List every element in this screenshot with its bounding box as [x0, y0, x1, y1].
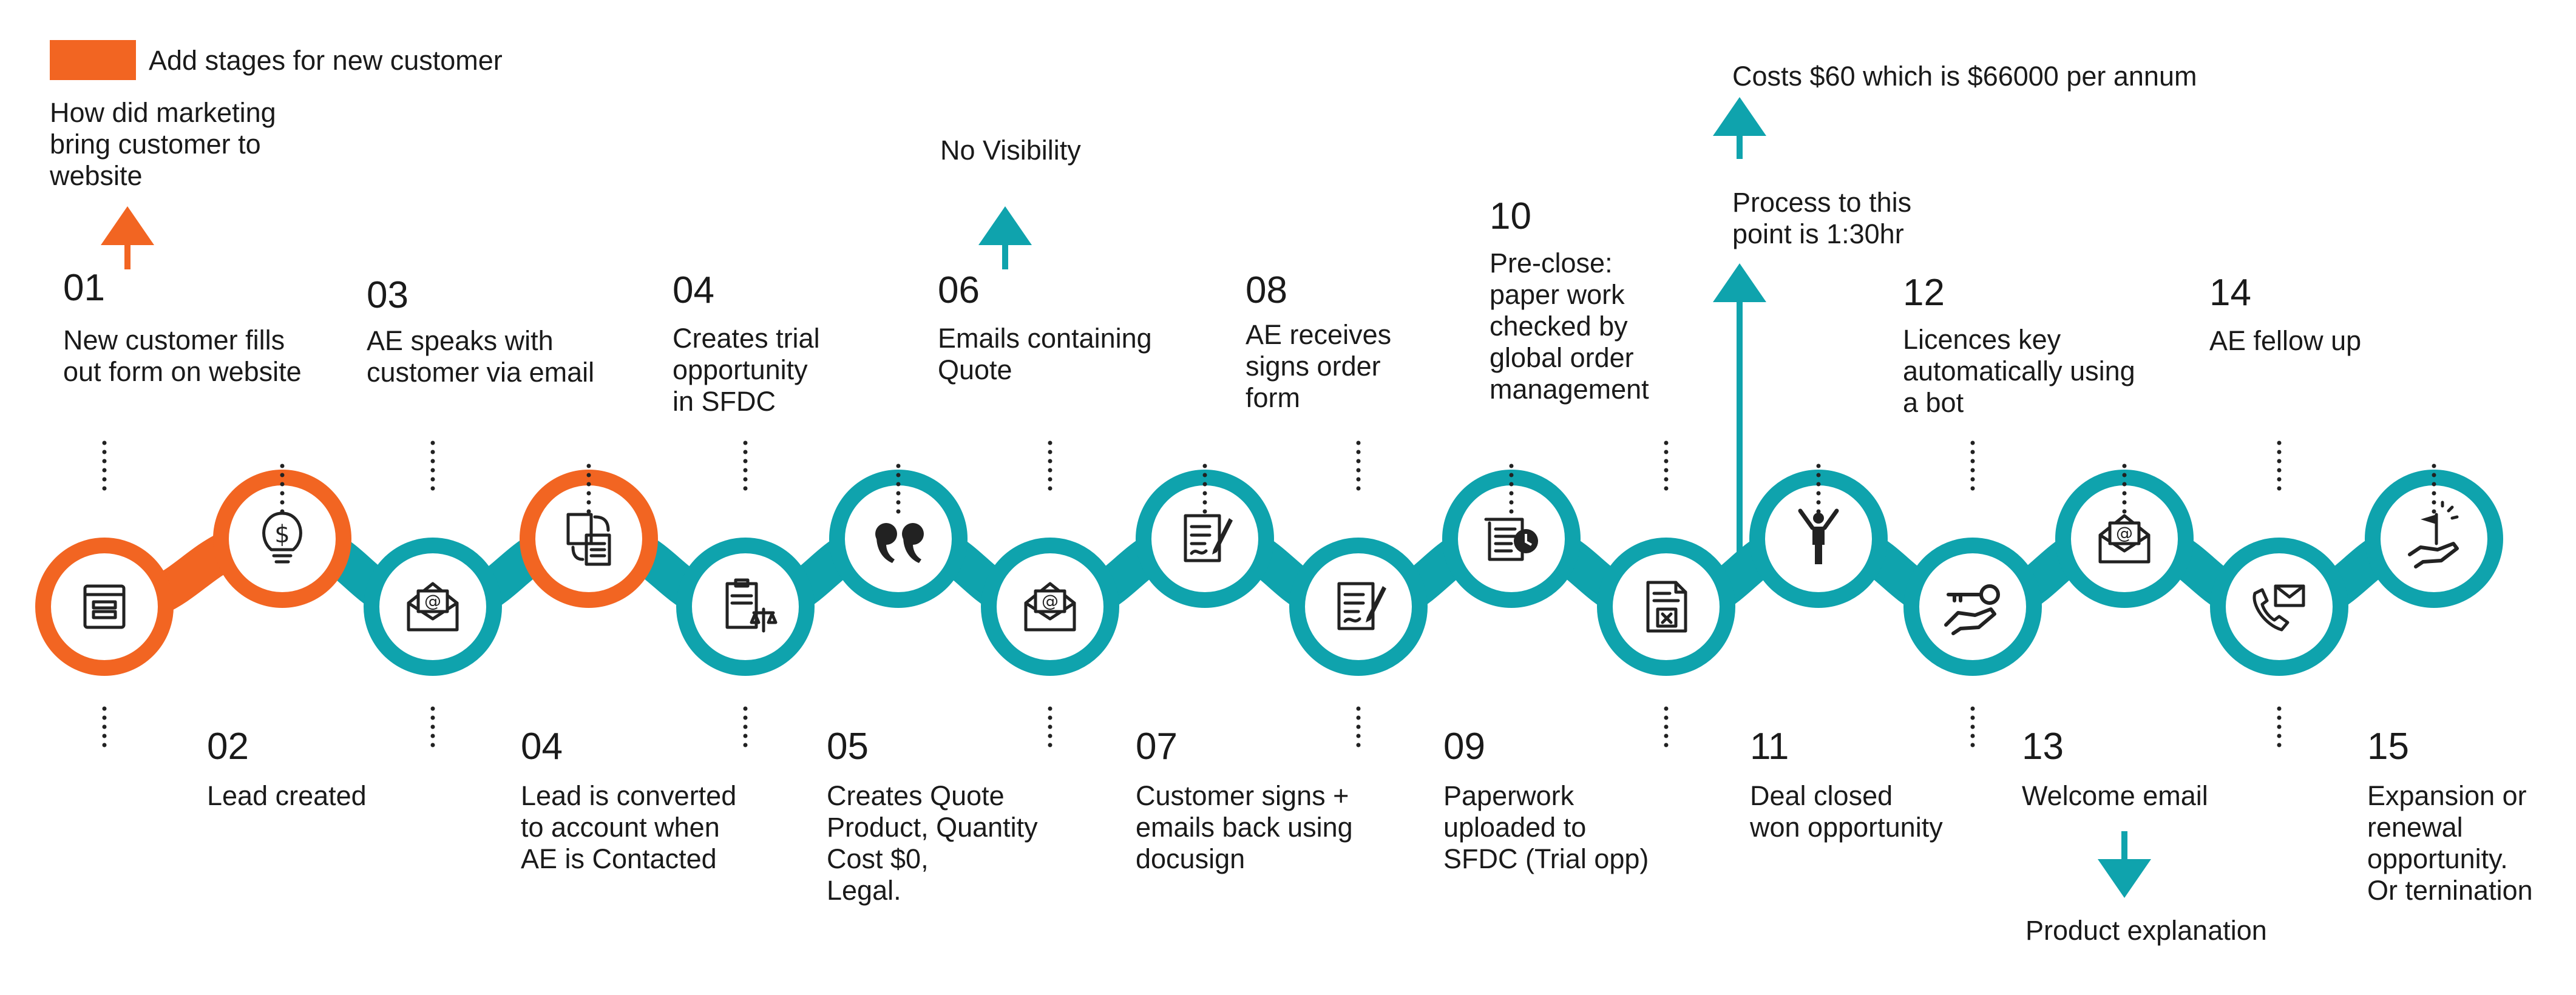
stage-number: 06 [938, 269, 980, 311]
legend-label: Add stages for new customer [149, 45, 503, 76]
annotation-no-visibility: No Visibility [940, 135, 1081, 166]
stage-description: Customer signs + emails back using docus… [1136, 780, 1353, 874]
stage-description: Emails containing Quote [938, 323, 1152, 385]
stage-description: Creates trial opportunity in SFDC [673, 323, 820, 417]
stage-number: 02 [207, 726, 249, 767]
stage-number: 12 [1903, 272, 1945, 314]
annotation-marketing: How did marketing bring customer to webs… [50, 97, 276, 191]
stage-node-6 [829, 470, 968, 608]
email-icon: @ [1024, 582, 1076, 632]
stage-number: 13 [2022, 726, 2064, 767]
stage-description: Lead created [207, 780, 367, 811]
stage-node-10 [1442, 470, 1581, 608]
stage-description: Creates Quote Product, Quantity Cost $0,… [827, 780, 1038, 906]
web-form-icon [83, 584, 126, 629]
process-time-arrow-up-icon [1713, 263, 1766, 565]
stage-node-9 [1289, 538, 1428, 676]
stage-node-13 [1903, 538, 2042, 676]
stage-node-16 [2365, 470, 2503, 608]
stage-description: Licences key automatically using a bot [1903, 324, 2135, 418]
stage-number: 11 [1750, 726, 1789, 767]
stage-description: Pre-close: paper work checked by global … [1490, 248, 1649, 405]
stage-description: AE receives signs order form [1246, 319, 1392, 413]
stage-number: 04 [673, 269, 714, 311]
legend-swatch [50, 40, 136, 80]
stage-number: 03 [367, 274, 408, 316]
email-icon: @ [2098, 514, 2151, 564]
annotation-process-time: Process to this point is 1:30hr [1732, 187, 1912, 249]
scroll-clock-icon [1484, 518, 1538, 561]
annotation-product-explanation: Product explanation [2025, 915, 2267, 946]
no-visibility-arrow-up-icon [978, 206, 1032, 269]
email-icon: @ [407, 582, 459, 632]
stage-number: 08 [1246, 269, 1287, 311]
stage-number: 07 [1136, 726, 1178, 767]
stage-description: Lead is converted to account when AE is … [521, 780, 737, 874]
stage-node-5 [676, 538, 815, 676]
svg-text:@: @ [2116, 523, 2133, 543]
stage-number: 09 [1443, 726, 1485, 767]
marketing-arrow-up-icon [101, 206, 154, 269]
product-explanation-arrow-down-icon [2098, 831, 2151, 898]
stage-description: Paperwork uploaded to SFDC (Trial opp) [1443, 780, 1649, 874]
stage-node-8 [1136, 470, 1274, 608]
stage-description: Deal closed won opportunity [1750, 780, 1943, 843]
sign-document-icon [1184, 514, 1233, 562]
clipboard-scales-icon [725, 578, 778, 633]
svg-text:@: @ [424, 591, 441, 611]
stage-description: Expansion or renewal opportunity. Or ter… [2367, 780, 2533, 906]
stage-node-4 [520, 470, 658, 608]
svg-text:@: @ [1042, 591, 1059, 611]
stage-number: 01 [63, 267, 105, 309]
stage-number: 05 [827, 726, 869, 767]
celebrating-person-icon [1798, 508, 1839, 564]
stage-number: 14 [2209, 272, 2251, 314]
stage-node-2 [213, 470, 351, 608]
stage-node-11 [1597, 538, 1735, 676]
stage-description: New customer fills out form on website [63, 325, 302, 387]
stage-description: AE speaks with customer via email [367, 325, 595, 388]
phone-email-icon [2252, 584, 2305, 632]
file-upload-icon [1646, 581, 1687, 633]
document-exchange-icon [566, 513, 611, 566]
stage-description: AE fellow up [2209, 325, 2362, 356]
stage-number: 15 [2367, 726, 2409, 767]
annotation-costs: Costs $60 which is $66000 per annum [1732, 61, 2197, 92]
stage-number: 04 [521, 726, 563, 767]
costs-arrow-up-icon [1713, 97, 1766, 159]
hand-flag-icon [2408, 501, 2459, 568]
svg-text:$: $ [274, 521, 290, 548]
stage-number: 10 [1490, 195, 1531, 237]
quote-icon [875, 523, 924, 563]
stage-description: Welcome email [2022, 780, 2208, 811]
sign-document-icon [1337, 582, 1386, 630]
hand-key-icon [1944, 584, 2000, 635]
